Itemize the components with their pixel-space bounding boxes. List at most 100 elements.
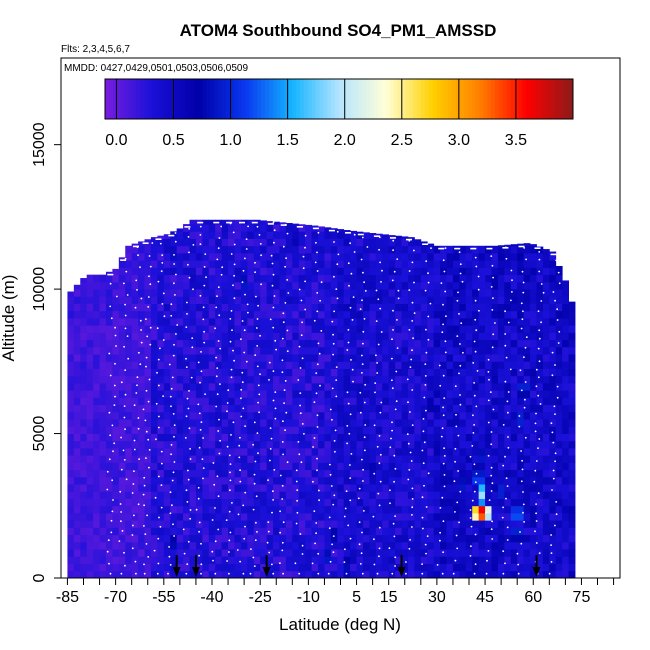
heatmap-cell bbox=[517, 433, 525, 442]
heatmap-cell bbox=[228, 455, 235, 463]
heatmap-cell bbox=[311, 296, 319, 304]
heatmap-cell bbox=[343, 231, 351, 239]
heatmap-cell bbox=[118, 440, 126, 449]
track-point bbox=[315, 392, 318, 395]
heatmap-cell bbox=[208, 549, 216, 557]
heatmap-cell bbox=[517, 404, 525, 413]
track-point bbox=[411, 320, 414, 322]
track-point bbox=[361, 354, 363, 357]
heatmap-cell bbox=[478, 260, 486, 268]
heatmap-cell bbox=[330, 433, 338, 442]
track-point bbox=[555, 259, 558, 262]
heatmap-cell bbox=[485, 267, 492, 276]
heatmap-cell bbox=[497, 426, 505, 434]
track-point bbox=[245, 248, 248, 250]
heatmap-cell bbox=[401, 484, 409, 492]
track-point bbox=[250, 548, 252, 550]
colorbar-segment bbox=[179, 79, 184, 119]
track-point bbox=[197, 403, 200, 406]
heatmap-cell bbox=[549, 476, 557, 485]
heatmap-cell bbox=[382, 491, 390, 499]
heatmap-cell bbox=[215, 455, 223, 463]
heatmap-cell bbox=[504, 253, 512, 261]
heatmap-cell bbox=[279, 346, 287, 355]
heatmap-cell bbox=[234, 397, 242, 406]
heatmap-cell bbox=[472, 303, 480, 312]
heatmap-cell bbox=[555, 346, 563, 355]
heatmap-cell bbox=[420, 426, 428, 434]
heatmap-cell bbox=[491, 383, 499, 391]
heatmap-cell bbox=[93, 448, 100, 456]
heatmap-cell bbox=[324, 419, 332, 427]
track-point bbox=[148, 466, 150, 469]
heatmap-cell bbox=[298, 411, 306, 420]
heatmap-cell bbox=[260, 354, 268, 362]
heatmap-cell bbox=[350, 339, 357, 348]
heatmap-cell bbox=[221, 462, 229, 471]
track-point bbox=[411, 526, 413, 528]
heatmap-cell bbox=[292, 318, 300, 326]
track-point bbox=[133, 514, 135, 517]
heatmap-cell bbox=[401, 390, 409, 398]
track-point bbox=[282, 572, 284, 575]
heatmap-cell bbox=[362, 361, 370, 369]
heatmap-cell bbox=[118, 267, 126, 276]
heatmap-cell bbox=[221, 219, 229, 225]
heatmap-cell bbox=[292, 339, 300, 348]
heatmap-cell bbox=[67, 440, 75, 449]
heatmap-cell bbox=[536, 476, 544, 485]
track-point bbox=[556, 308, 559, 311]
heatmap-cell bbox=[324, 448, 332, 456]
heatmap-cell bbox=[337, 455, 345, 463]
heatmap-cell bbox=[221, 296, 229, 304]
track-point bbox=[507, 436, 509, 438]
heatmap-cell bbox=[318, 253, 325, 261]
heatmap-cell bbox=[234, 346, 242, 355]
heatmap-cell bbox=[536, 404, 544, 413]
heatmap-cell bbox=[131, 419, 139, 427]
heatmap-cell bbox=[491, 260, 499, 268]
heatmap-cell bbox=[176, 303, 184, 312]
heatmap-cell bbox=[530, 419, 537, 427]
heatmap-cell bbox=[382, 397, 390, 406]
track-point bbox=[239, 560, 242, 563]
heatmap-cell bbox=[510, 455, 518, 463]
heatmap-cell bbox=[485, 534, 492, 543]
heatmap-cell bbox=[356, 390, 364, 398]
track-point bbox=[200, 351, 202, 353]
track-point bbox=[361, 572, 364, 575]
heatmap-cell bbox=[350, 368, 357, 377]
heatmap-cell bbox=[549, 469, 557, 478]
track-point bbox=[161, 262, 164, 264]
heatmap-cell bbox=[433, 513, 441, 521]
heatmap-cell bbox=[73, 339, 81, 348]
heatmap-cell bbox=[395, 469, 402, 478]
heatmap-cell bbox=[472, 325, 480, 333]
track-point bbox=[490, 443, 493, 446]
track-point bbox=[349, 306, 352, 309]
heatmap-cell bbox=[150, 325, 158, 333]
track-point bbox=[505, 497, 507, 500]
heatmap-cell bbox=[253, 267, 261, 276]
track-point bbox=[349, 499, 352, 502]
track-point bbox=[134, 560, 137, 563]
heatmap-cell bbox=[414, 505, 422, 514]
heatmap-cell bbox=[189, 419, 197, 427]
heatmap-cell bbox=[504, 570, 512, 578]
heatmap-cell bbox=[266, 238, 274, 247]
heatmap-cell bbox=[536, 513, 544, 521]
track-point bbox=[350, 359, 352, 361]
heatmap-cell bbox=[324, 346, 332, 355]
heatmap-cell bbox=[285, 455, 293, 463]
track-point bbox=[409, 539, 411, 541]
heatmap-cell bbox=[485, 527, 492, 536]
heatmap-cell bbox=[555, 267, 563, 276]
heatmap-cell bbox=[292, 361, 300, 369]
track-point bbox=[220, 225, 223, 228]
heatmap-cell bbox=[221, 245, 229, 254]
heatmap-cell bbox=[562, 563, 569, 572]
track-point bbox=[538, 360, 541, 363]
track-point bbox=[344, 548, 346, 551]
heatmap-cell bbox=[356, 498, 364, 507]
heatmap-cell bbox=[170, 274, 178, 283]
